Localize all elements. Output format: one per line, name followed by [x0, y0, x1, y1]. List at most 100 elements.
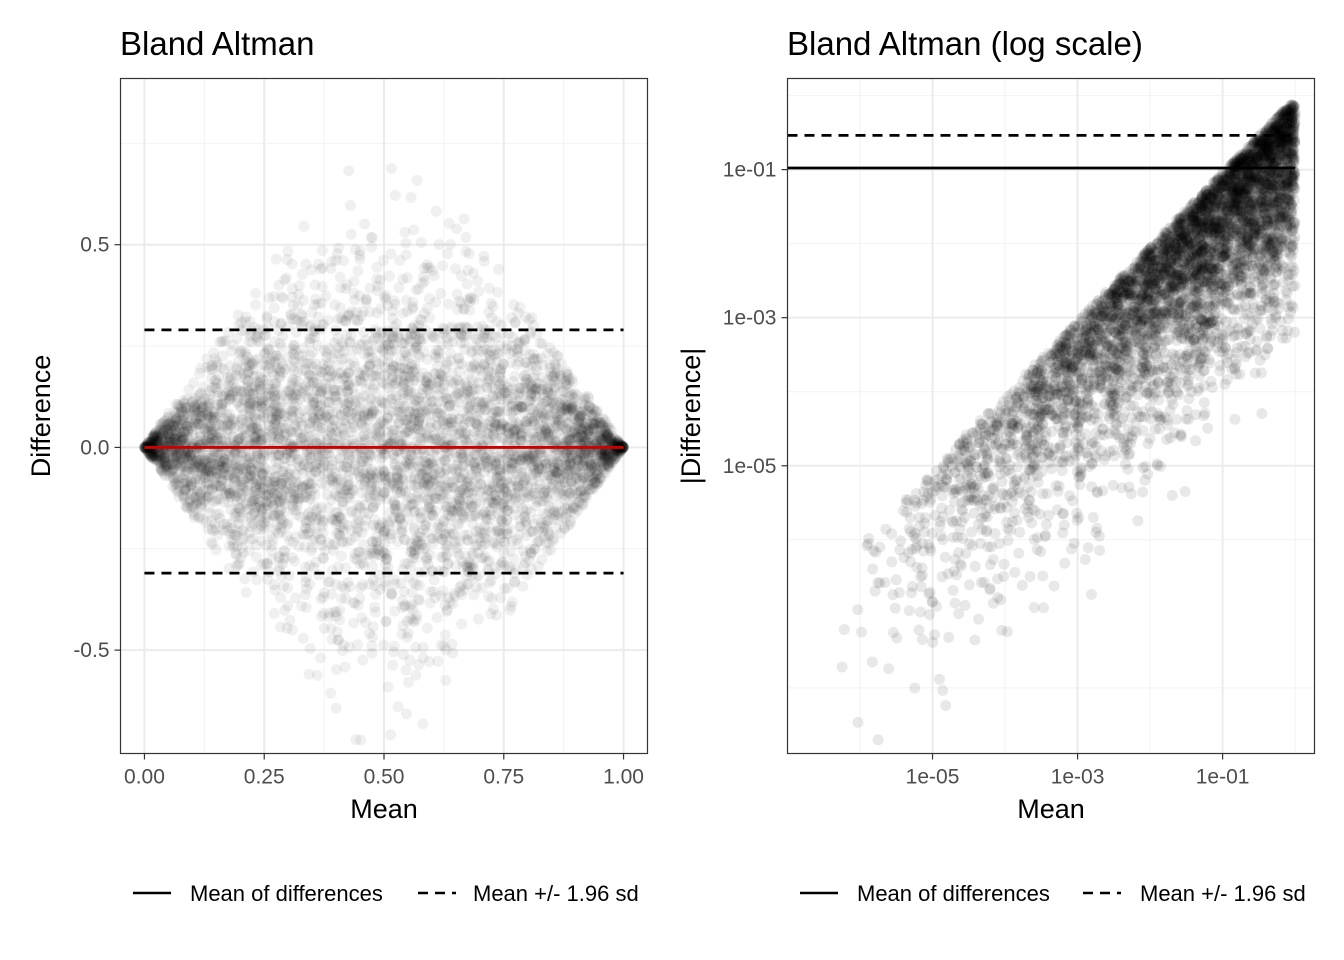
data-point — [296, 268, 308, 280]
data-point — [315, 382, 327, 394]
data-point — [206, 426, 218, 438]
data-point — [387, 477, 399, 489]
data-point — [169, 458, 181, 470]
data-point — [332, 332, 344, 344]
data-point — [191, 399, 203, 410]
data-point — [179, 484, 191, 496]
data-point — [463, 403, 475, 415]
data-point — [250, 431, 262, 443]
data-point — [172, 398, 184, 410]
data-point — [213, 370, 225, 382]
data-point — [459, 377, 471, 389]
data-point — [223, 386, 235, 398]
data-point — [448, 377, 460, 389]
data-point — [252, 397, 264, 409]
data-point — [429, 592, 441, 604]
data-point — [210, 544, 222, 556]
data-point — [276, 514, 288, 526]
data-point — [523, 395, 535, 407]
data-point — [558, 451, 570, 463]
data-point — [149, 427, 161, 439]
data-point — [206, 515, 218, 527]
data-point — [378, 526, 389, 538]
data-point — [597, 413, 609, 424]
data-point — [309, 279, 321, 291]
data-point — [499, 447, 511, 459]
data-point — [579, 448, 591, 459]
data-point — [492, 525, 503, 537]
data-point — [427, 532, 439, 544]
data-point — [202, 523, 214, 535]
data-point — [510, 493, 522, 504]
data-point — [581, 447, 593, 458]
data-point — [413, 349, 424, 361]
data-point — [322, 467, 334, 479]
data-point — [168, 473, 180, 485]
data-point — [565, 515, 576, 527]
data-point — [312, 457, 324, 469]
data-point — [495, 471, 507, 482]
data-point — [473, 525, 485, 537]
data-point — [389, 459, 401, 471]
data-point — [224, 375, 236, 387]
data-point — [388, 478, 400, 490]
data-point — [546, 372, 558, 384]
data-point — [357, 465, 369, 476]
data-point — [263, 292, 275, 304]
data-point — [291, 389, 303, 401]
data-point — [156, 427, 168, 439]
data-point — [560, 512, 572, 524]
data-point — [585, 459, 597, 470]
data-point — [323, 607, 335, 619]
data-point — [498, 500, 510, 512]
data-point — [221, 518, 232, 530]
data-point — [193, 409, 205, 421]
data-point — [452, 303, 464, 315]
data-point — [192, 419, 203, 431]
data-point — [193, 406, 205, 418]
data-point — [379, 339, 391, 351]
data-point — [349, 244, 361, 256]
data-point — [483, 306, 495, 318]
data-point — [219, 488, 231, 500]
data-point — [568, 425, 580, 437]
data-point — [422, 459, 434, 471]
data-point — [385, 729, 397, 741]
data-point — [506, 463, 518, 475]
data-point — [159, 452, 171, 463]
data-point — [529, 468, 541, 480]
data-point — [410, 641, 422, 653]
data-point — [556, 433, 568, 445]
data-point — [257, 427, 269, 439]
data-point — [286, 446, 298, 458]
data-point — [514, 514, 526, 525]
data-point — [496, 383, 508, 395]
data-point — [439, 629, 451, 641]
data-point — [583, 452, 595, 463]
data-point — [478, 455, 490, 467]
data-point — [256, 503, 267, 515]
data-point — [475, 428, 487, 440]
data-point — [425, 506, 437, 518]
data-point — [453, 413, 465, 425]
data-point — [389, 424, 400, 436]
data-point — [486, 502, 498, 514]
data-point — [422, 558, 434, 570]
data-point — [394, 514, 406, 526]
data-point — [301, 446, 313, 458]
data-point — [487, 603, 499, 615]
data-point — [577, 406, 589, 418]
data-point — [249, 432, 260, 444]
data-point — [490, 458, 502, 470]
data-point — [223, 496, 235, 508]
data-point — [281, 254, 293, 266]
data-point — [560, 467, 572, 479]
data-point — [542, 387, 554, 398]
data-point — [354, 290, 365, 302]
data-point — [538, 412, 550, 424]
data-point — [393, 282, 405, 294]
data-point — [489, 372, 501, 384]
data-point — [525, 547, 537, 559]
data-point — [371, 432, 383, 444]
data-point — [601, 458, 613, 470]
